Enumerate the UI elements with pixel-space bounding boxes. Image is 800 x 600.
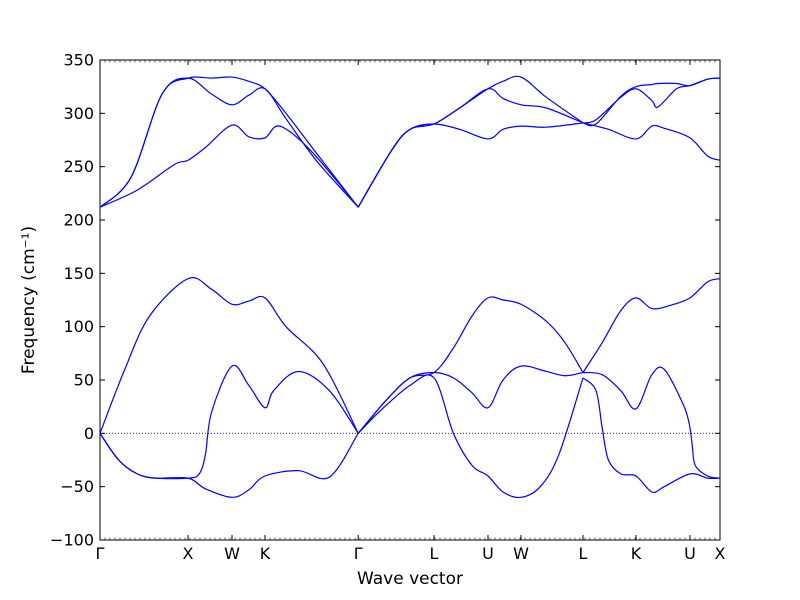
x-tick-label: L	[579, 544, 588, 563]
branch-line-6	[357, 296, 584, 434]
x-tick-label: K	[260, 544, 271, 563]
x-tick-label: X	[182, 544, 193, 563]
x-tick-label: L	[430, 544, 439, 563]
dispersion-curves	[99, 75, 721, 499]
branch-line-3	[99, 277, 359, 434]
y-tick-label: 50	[74, 371, 94, 390]
branch-line-4	[357, 374, 584, 499]
x-axis-label: Wave vector	[357, 569, 463, 589]
y-tick-label: 0	[84, 424, 94, 443]
x-tick-label: W	[224, 544, 240, 563]
x-tick-label: Γ	[96, 544, 105, 563]
y-axis-label: Frequency (cm⁻¹)	[19, 226, 39, 374]
x-tick-label: W	[513, 544, 529, 563]
x-tick-label: U	[684, 544, 696, 563]
y-tick-label: −100	[50, 531, 94, 550]
branch-line-12	[99, 124, 359, 208]
branch-line-2	[99, 364, 359, 480]
branch-line-18	[582, 122, 721, 161]
branch-line-7	[582, 377, 721, 494]
branch-line-8	[582, 366, 721, 479]
y-tick-label: 300	[63, 104, 94, 123]
y-axis-ticks: −100 −50 0 50 100 150 200 250 300 350	[50, 51, 720, 550]
x-tick-label: X	[715, 544, 726, 563]
y-tick-label: 200	[63, 211, 94, 230]
y-tick-label: −50	[60, 477, 94, 496]
x-tick-label: Γ	[354, 544, 363, 563]
x-tick-label: U	[482, 544, 494, 563]
plot-area	[99, 59, 721, 541]
branch-line-9	[582, 278, 721, 373]
y-tick-label: 350	[63, 51, 94, 70]
y-tick-label: 100	[63, 317, 94, 336]
x-tick-label: K	[631, 544, 642, 563]
y-tick-label: 250	[63, 157, 94, 176]
branch-line-15	[357, 122, 584, 208]
branch-line-17	[582, 77, 721, 127]
branch-line-11	[99, 77, 359, 208]
y-tick-label: 150	[63, 264, 94, 283]
